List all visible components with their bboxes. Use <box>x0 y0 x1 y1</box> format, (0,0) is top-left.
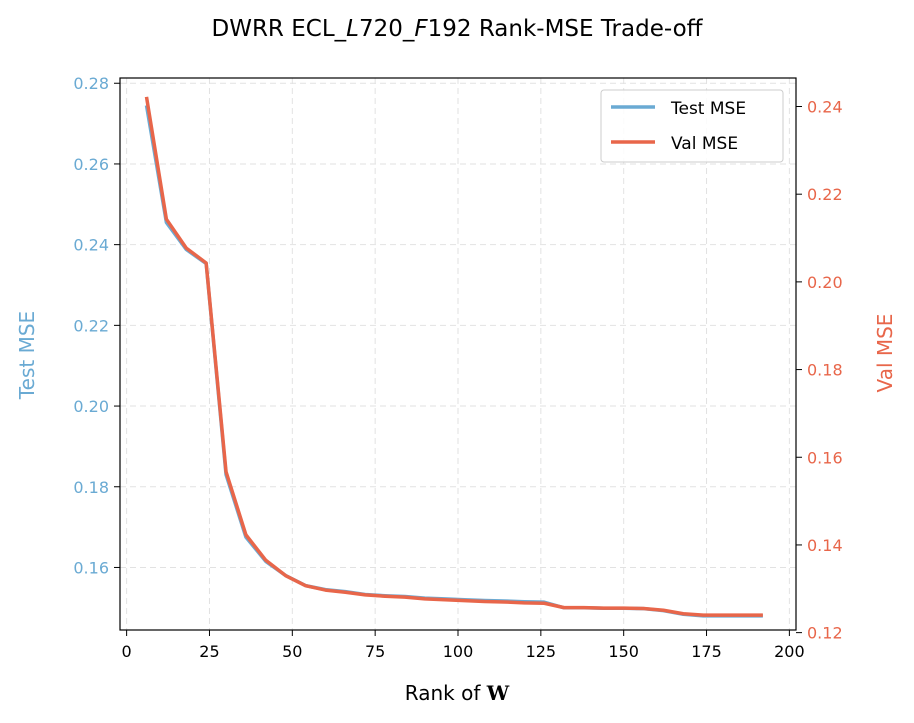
title-part-2: L <box>346 16 359 42</box>
x-tick-label: 125 <box>526 642 557 661</box>
title-part-4: F <box>414 16 428 42</box>
y-right-tick-label: 0.24 <box>807 97 843 116</box>
series-line-val-mse <box>144 96 763 617</box>
y-left-tick-label: 0.26 <box>73 155 109 174</box>
y-axis-right-title: Val MSE <box>873 314 897 393</box>
legend-label-test: Test MSE <box>670 99 746 119</box>
y-right-tick-label: 0.12 <box>807 624 843 643</box>
y-right-tick-label: 0.18 <box>807 361 843 380</box>
title-part-5: 192 Rank-MSE Trade-off <box>428 16 704 42</box>
y-right-tick-label: 0.22 <box>807 185 843 204</box>
y-right-tick-label: 0.16 <box>807 448 843 467</box>
ticks: 0 25 50 75 100 125 150 175 200 0.16 0.18 0.20 0.22 0.… <box>73 74 842 661</box>
series-lines <box>144 96 763 618</box>
x-tick-label: 75 <box>365 642 385 661</box>
y-left-tick-label: 0.22 <box>73 316 109 335</box>
x-tick-label: 50 <box>282 642 302 661</box>
y-right-tick-label: 0.20 <box>807 273 843 292</box>
chart-title: DWRR ECL_L720_F192 Rank-MSE Trade-off <box>212 16 704 42</box>
y-right-tick-label: 0.14 <box>807 536 843 555</box>
x-tick-label: 150 <box>608 642 639 661</box>
legend: Test MSE Val MSE <box>600 89 784 163</box>
y-left-tick-label: 0.24 <box>73 236 109 255</box>
x-tick-label: 0 <box>122 642 132 661</box>
y-left-tick-label: 0.18 <box>73 478 109 497</box>
title-part-3: 720_ <box>359 16 415 42</box>
x-tick-label: 175 <box>691 642 722 661</box>
title-part-1: DWRR ECL_ <box>212 16 347 42</box>
y-left-tick-label: 0.20 <box>73 397 109 416</box>
y-left-tick-label: 0.16 <box>73 558 109 577</box>
x-axis-title: Rank of W <box>405 681 510 705</box>
x-tick-label: 100 <box>443 642 474 661</box>
grid <box>120 78 796 630</box>
y-axis-left-title: Test MSE <box>15 311 39 400</box>
series-line-test-mse <box>144 105 763 618</box>
x-axis-title-symbol: W <box>486 681 510 705</box>
x-tick-label: 25 <box>199 642 219 661</box>
y-left-tick-label: 0.28 <box>73 74 109 93</box>
x-axis-title-text: Rank of <box>405 681 487 705</box>
legend-label-val: Val MSE <box>671 134 738 154</box>
x-tick-label: 200 <box>774 642 805 661</box>
